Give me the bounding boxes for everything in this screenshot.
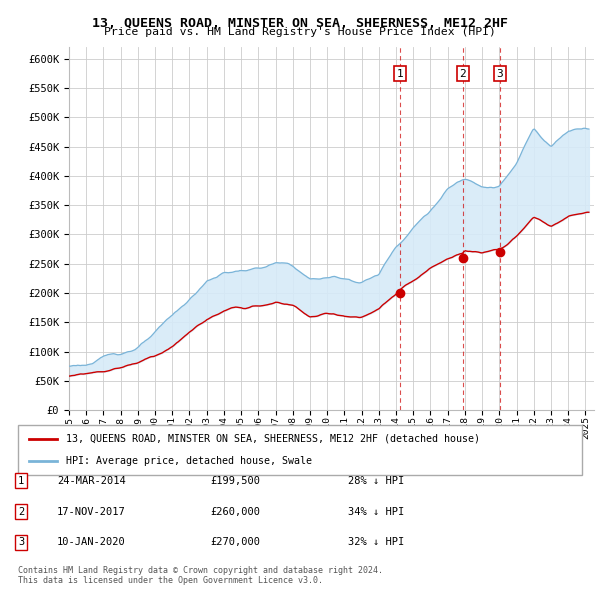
Text: 28% ↓ HPI: 28% ↓ HPI [348, 476, 404, 486]
Text: 13, QUEENS ROAD, MINSTER ON SEA, SHEERNESS, ME12 2HF (detached house): 13, QUEENS ROAD, MINSTER ON SEA, SHEERNE… [66, 434, 480, 444]
FancyBboxPatch shape [18, 425, 582, 475]
Text: £260,000: £260,000 [210, 507, 260, 516]
Text: £199,500: £199,500 [210, 476, 260, 486]
Text: 10-JAN-2020: 10-JAN-2020 [57, 537, 126, 547]
Text: 2: 2 [18, 507, 24, 516]
Text: £270,000: £270,000 [210, 537, 260, 547]
Text: 32% ↓ HPI: 32% ↓ HPI [348, 537, 404, 547]
Text: 2: 2 [460, 68, 466, 78]
Text: Price paid vs. HM Land Registry's House Price Index (HPI): Price paid vs. HM Land Registry's House … [104, 27, 496, 37]
Text: 1: 1 [18, 476, 24, 486]
Text: Contains HM Land Registry data © Crown copyright and database right 2024.
This d: Contains HM Land Registry data © Crown c… [18, 566, 383, 585]
Text: 3: 3 [497, 68, 503, 78]
Text: 1: 1 [397, 68, 403, 78]
Text: HPI: Average price, detached house, Swale: HPI: Average price, detached house, Swal… [66, 456, 312, 466]
Text: 13, QUEENS ROAD, MINSTER ON SEA, SHEERNESS, ME12 2HF: 13, QUEENS ROAD, MINSTER ON SEA, SHEERNE… [92, 17, 508, 30]
Text: 24-MAR-2014: 24-MAR-2014 [57, 476, 126, 486]
Text: 3: 3 [18, 537, 24, 547]
Text: 34% ↓ HPI: 34% ↓ HPI [348, 507, 404, 516]
Text: 17-NOV-2017: 17-NOV-2017 [57, 507, 126, 516]
